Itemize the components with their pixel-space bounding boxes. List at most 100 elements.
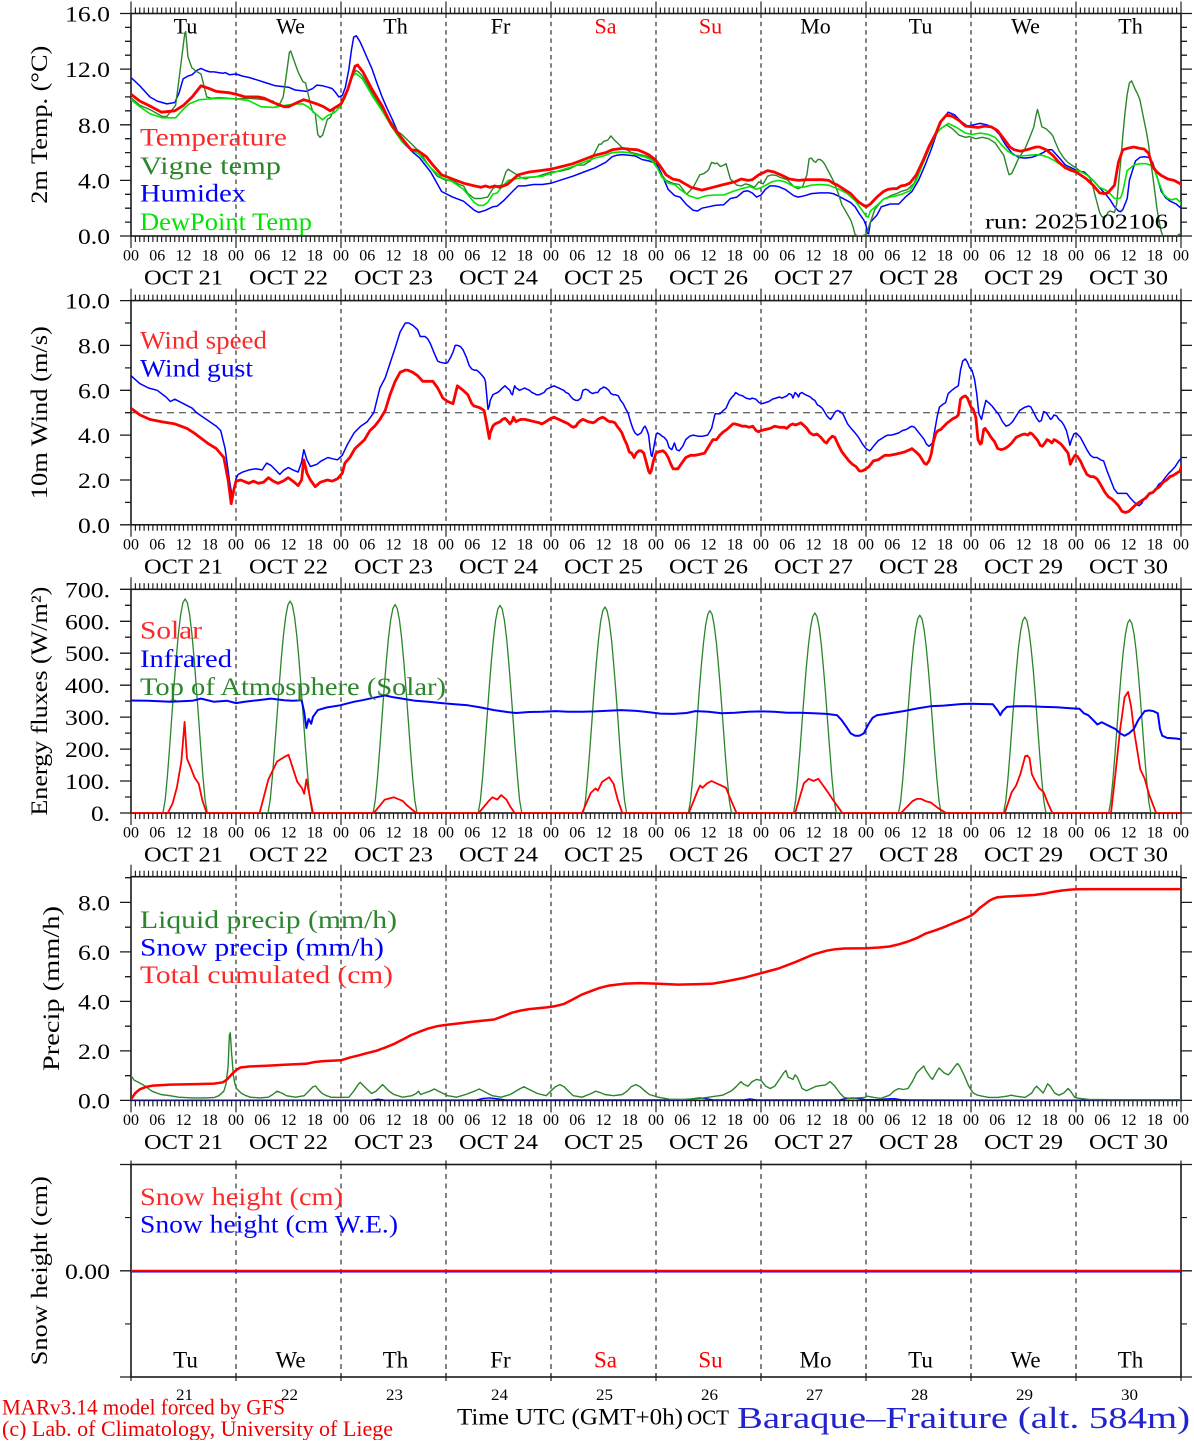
svg-text:12: 12: [281, 825, 297, 842]
svg-text:OCT 29: OCT 29: [984, 1130, 1063, 1154]
svg-text:6.0: 6.0: [78, 940, 110, 965]
svg-text:OCT 27: OCT 27: [774, 554, 853, 578]
svg-text:12: 12: [596, 825, 612, 842]
svg-text:06: 06: [779, 248, 795, 265]
svg-text:OCT 23: OCT 23: [354, 1130, 433, 1154]
svg-text:OCT 26: OCT 26: [669, 843, 748, 867]
svg-text:Th: Th: [383, 1348, 409, 1373]
svg-text:Humidex: Humidex: [140, 181, 247, 208]
svg-text:OCT 26: OCT 26: [669, 266, 748, 290]
svg-text:Baraque–Fraiture (alt. 584m): Baraque–Fraiture (alt. 584m): [737, 1400, 1190, 1435]
svg-text:400.: 400.: [65, 673, 110, 698]
svg-text:18: 18: [1042, 1112, 1058, 1129]
svg-text:18: 18: [727, 1112, 743, 1129]
svg-text:Energy fluxes (W/m²): Energy fluxes (W/m²): [27, 587, 52, 816]
svg-text:00: 00: [753, 825, 769, 842]
svg-text:MARv3.14 model forced by GFS: MARv3.14 model forced by GFS: [2, 1395, 285, 1420]
svg-text:OCT 23: OCT 23: [354, 843, 433, 867]
svg-text:00: 00: [753, 536, 769, 553]
svg-text:OCT 22: OCT 22: [249, 554, 328, 578]
svg-text:12: 12: [1121, 248, 1137, 265]
svg-text:00: 00: [648, 248, 664, 265]
svg-text:600.: 600.: [65, 609, 110, 634]
svg-text:00: 00: [228, 536, 244, 553]
svg-text:12: 12: [1016, 1112, 1032, 1129]
svg-text:12: 12: [386, 248, 402, 265]
svg-text:Sa: Sa: [595, 14, 617, 39]
svg-text:OCT 28: OCT 28: [879, 554, 958, 578]
svg-text:18: 18: [727, 248, 743, 265]
svg-text:Th: Th: [1118, 14, 1142, 39]
svg-text:06: 06: [359, 1112, 375, 1129]
svg-text:06: 06: [1094, 825, 1110, 842]
svg-text:06: 06: [149, 825, 165, 842]
svg-text:Total cumulated (cm): Total cumulated (cm): [140, 962, 393, 989]
svg-text:12: 12: [491, 536, 507, 553]
svg-text:4.0: 4.0: [78, 168, 110, 193]
svg-text:06: 06: [254, 1112, 270, 1129]
svg-text:12: 12: [176, 536, 192, 553]
svg-text:OCT 28: OCT 28: [879, 266, 958, 290]
svg-text:12: 12: [176, 1112, 192, 1129]
svg-text:Wind gust: Wind gust: [140, 356, 253, 383]
svg-text:12: 12: [701, 1112, 717, 1129]
svg-text:00: 00: [858, 248, 874, 265]
svg-text:300.: 300.: [65, 705, 110, 730]
svg-text:18: 18: [202, 1112, 218, 1129]
svg-text:12: 12: [911, 536, 927, 553]
svg-text:18: 18: [622, 536, 638, 553]
svg-text:12: 12: [1016, 248, 1032, 265]
svg-text:06: 06: [989, 536, 1005, 553]
svg-text:OCT 27: OCT 27: [774, 266, 853, 290]
svg-text:Vigne temp: Vigne temp: [140, 153, 281, 180]
svg-text:OCT 26: OCT 26: [669, 1130, 748, 1154]
svg-text:Fr: Fr: [490, 1348, 511, 1373]
svg-text:06: 06: [779, 825, 795, 842]
svg-text:0.00: 0.00: [65, 1259, 110, 1284]
svg-text:OCT 24: OCT 24: [459, 1130, 538, 1154]
svg-text:00: 00: [438, 248, 454, 265]
svg-text:18: 18: [622, 1112, 638, 1129]
svg-text:(c) Lab. of Climatology, Unive: (c) Lab. of Climatology, University of L…: [2, 1416, 393, 1440]
svg-text:24: 24: [491, 1387, 508, 1404]
svg-text:12: 12: [1121, 825, 1137, 842]
svg-text:run: 2025102106: run: 2025102106: [985, 210, 1168, 234]
svg-text:12: 12: [281, 1112, 297, 1129]
svg-text:12: 12: [491, 825, 507, 842]
svg-text:18: 18: [1042, 825, 1058, 842]
svg-text:12: 12: [596, 248, 612, 265]
svg-text:00: 00: [228, 248, 244, 265]
svg-text:12: 12: [806, 536, 822, 553]
svg-text:18: 18: [412, 536, 428, 553]
svg-text:8.0: 8.0: [78, 113, 110, 138]
svg-text:18: 18: [832, 536, 848, 553]
svg-text:18: 18: [622, 825, 638, 842]
svg-text:18: 18: [832, 248, 848, 265]
svg-text:00: 00: [1068, 248, 1084, 265]
svg-text:23: 23: [386, 1387, 403, 1404]
svg-text:OCT 23: OCT 23: [354, 266, 433, 290]
svg-text:18: 18: [937, 248, 953, 265]
svg-text:Fr: Fr: [491, 14, 511, 39]
svg-text:4.0: 4.0: [78, 423, 110, 448]
svg-text:18: 18: [1147, 536, 1163, 553]
svg-text:Tu: Tu: [908, 1348, 933, 1373]
svg-text:00: 00: [1068, 1112, 1084, 1129]
svg-text:12: 12: [911, 1112, 927, 1129]
svg-text:Liquid precip (mm/h): Liquid precip (mm/h): [140, 907, 397, 934]
svg-text:Infrared: Infrared: [140, 646, 233, 673]
svg-text:700.: 700.: [65, 577, 110, 602]
svg-text:18: 18: [517, 248, 533, 265]
svg-text:18: 18: [1147, 248, 1163, 265]
svg-text:18: 18: [727, 825, 743, 842]
svg-text:4.0: 4.0: [78, 989, 110, 1014]
svg-text:Snow precip (mm/h): Snow precip (mm/h): [140, 935, 384, 962]
svg-text:06: 06: [884, 825, 900, 842]
svg-text:00: 00: [1173, 825, 1189, 842]
svg-text:00: 00: [963, 825, 979, 842]
svg-text:06: 06: [149, 1112, 165, 1129]
svg-text:12: 12: [806, 825, 822, 842]
svg-text:12: 12: [806, 248, 822, 265]
svg-text:Su: Su: [699, 14, 722, 39]
svg-text:16.0: 16.0: [65, 2, 110, 27]
